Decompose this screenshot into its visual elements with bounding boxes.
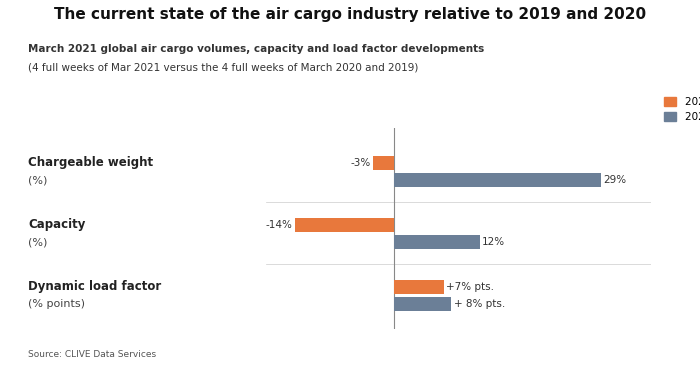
Bar (394, 235, 480, 249)
Text: (%): (%) (28, 176, 48, 186)
Text: Chargeable weight: Chargeable weight (28, 156, 153, 169)
Bar (394, 280, 444, 294)
Legend: 2021 vs 2019, 2021 vs 2020: 2021 vs 2019, 2021 vs 2020 (664, 97, 700, 122)
Bar (394, 173, 601, 187)
Text: 29%: 29% (603, 175, 626, 185)
Text: -3%: -3% (351, 158, 371, 168)
Text: Dynamic load factor: Dynamic load factor (28, 280, 161, 293)
Text: (% points): (% points) (28, 299, 85, 310)
Text: +7% pts.: +7% pts. (447, 282, 494, 292)
Text: Capacity: Capacity (28, 218, 85, 231)
Text: March 2021 global air cargo volumes, capacity and load factor developments: March 2021 global air cargo volumes, cap… (28, 44, 484, 54)
Text: The current state of the air cargo industry relative to 2019 and 2020: The current state of the air cargo indus… (54, 7, 646, 22)
Text: -14%: -14% (265, 220, 293, 230)
Text: (%): (%) (28, 238, 48, 247)
Text: 12%: 12% (482, 237, 505, 247)
Bar (394, 297, 452, 310)
Bar (373, 156, 394, 170)
Text: + 8% pts.: + 8% pts. (454, 299, 505, 309)
Bar (295, 218, 394, 232)
Text: (4 full weeks of Mar 2021 versus the 4 full weeks of March 2020 and 2019): (4 full weeks of Mar 2021 versus the 4 f… (28, 62, 419, 72)
Text: Source: CLIVE Data Services: Source: CLIVE Data Services (28, 350, 156, 359)
